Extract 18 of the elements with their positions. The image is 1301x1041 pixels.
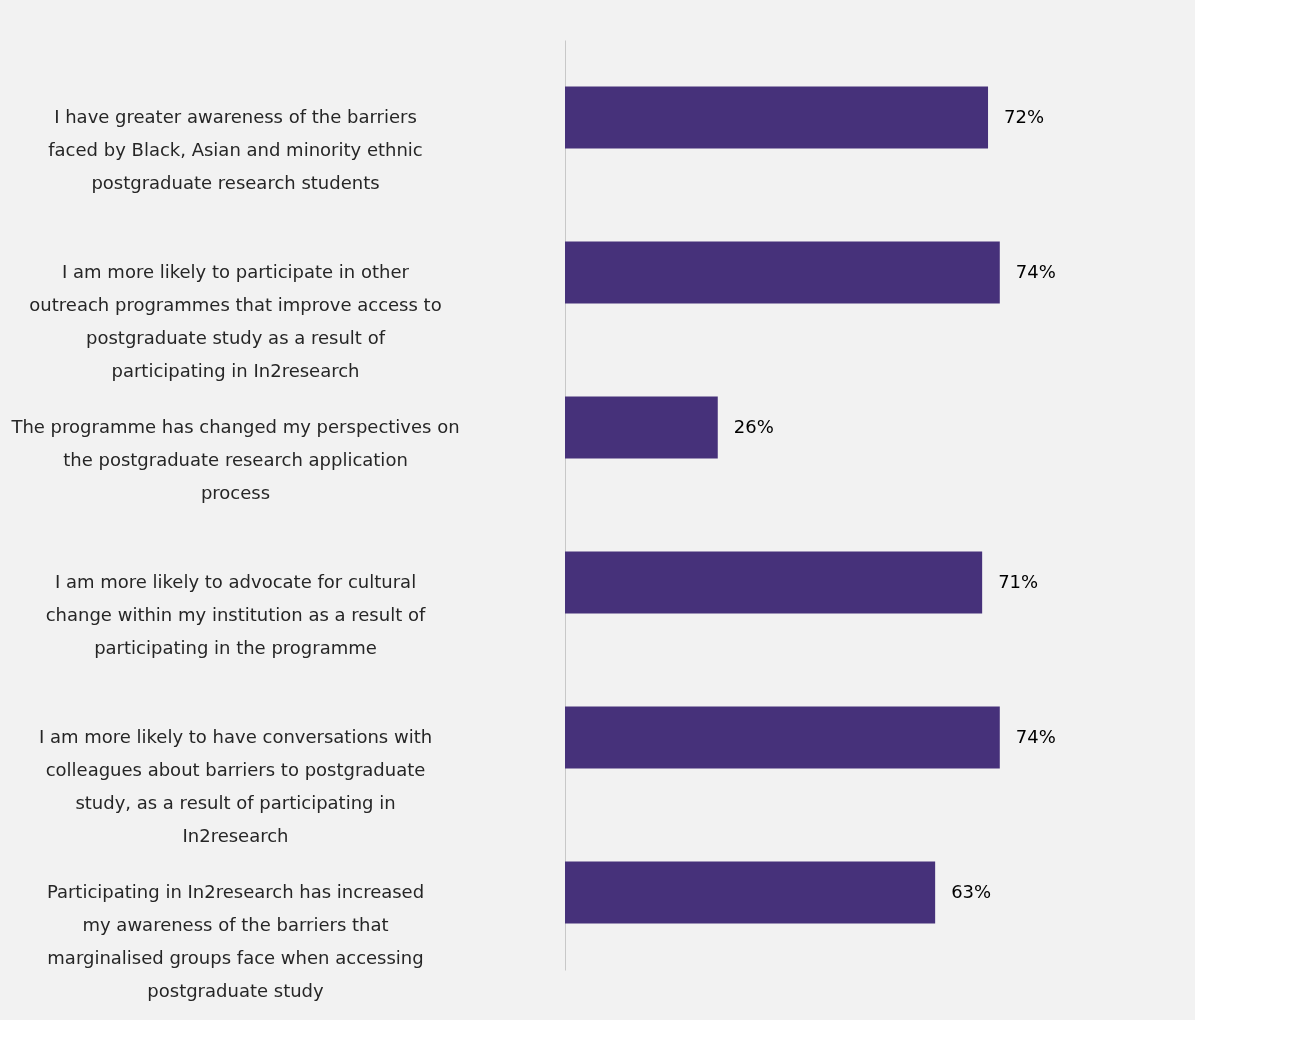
y-tick-label: I am more likely to have conversations with colleagues about barriers to postgraduate study, as a result of participating in In2research (38, 725, 433, 846)
bar (565, 861, 936, 924)
data-label: 74% (1015, 260, 1056, 282)
data-label: 74% (1015, 725, 1056, 747)
y-tick-label: I have greater awareness of the barriers faced by Black, Asian and minority ethnic postgraduate research students (48, 105, 423, 193)
y-tick-label: The programme has changed my perspectives on the postgraduate research application process (10, 415, 460, 503)
bar (565, 241, 1000, 304)
bar (565, 86, 989, 149)
bar (565, 396, 718, 459)
y-tick-label: I am more likely to advocate for cultural change within my institution as a result of participating in the programme (45, 570, 426, 658)
bar (565, 551, 983, 614)
data-label: 63% (951, 880, 992, 902)
y-tick-label: I am more likely to participate in other outreach programmes that improve access to postgraduate study as a result of participating in In2research (29, 260, 442, 381)
y-tick-label: Participating in In2research has increased my awareness of the barriers that marginalised groups face when accessing postgraduate study (46, 880, 425, 1001)
data-label: 26% (733, 415, 774, 437)
data-label: 72% (1004, 105, 1045, 127)
data-label: 71% (998, 570, 1039, 592)
bar (565, 706, 1000, 769)
